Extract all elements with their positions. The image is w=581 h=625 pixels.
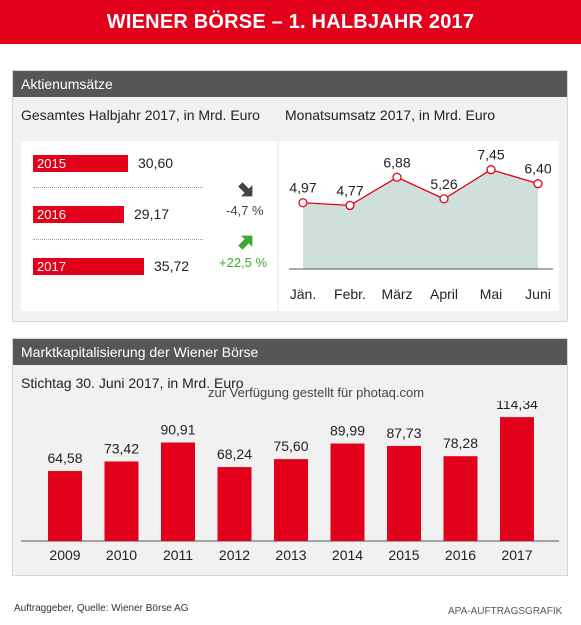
- arrow-down-right-icon: [238, 182, 253, 197]
- monthly-value-label: 4,97: [289, 180, 316, 196]
- turnover-value-2015: 30,60: [138, 155, 174, 171]
- monthly-tick-label: Juni: [525, 286, 551, 302]
- banner-title: WIENER BÖRSE – 1. HALBJAHR 2017: [0, 0, 581, 44]
- footer-source: Auftraggeber, Quelle: Wiener Börse AG: [14, 603, 189, 614]
- turnover-header: Aktienumsätze: [13, 71, 567, 97]
- market-cap-bar: [387, 445, 421, 541]
- monthly-tick-label: April: [430, 286, 458, 302]
- half-year-box: 2015 30,60 2016 29,17 2017 35,72 -4,7 % +22,5 %: [21, 141, 277, 311]
- market-cap-value-label: 114,34: [496, 401, 538, 412]
- monthly-point: [298, 198, 308, 208]
- monthly-area-chart: 4,97 Jän. 4,77 Febr. 6,88 März 5,26 April 7,45 Ma…: [289, 147, 553, 302]
- monthly-tick-label: Mai: [480, 286, 503, 302]
- turnover-bar-2015: 2015: [33, 155, 128, 172]
- watermark: zur Verfügung gestellt für photaq.com: [208, 385, 425, 400]
- market-cap-value-label: 73,42: [104, 440, 139, 456]
- market-cap-bar-chart: 64,58 2009 73,42 2010 90,91 2011 68,24 2012 75,6…: [21, 401, 559, 563]
- market-cap-value-label: 75,60: [273, 438, 308, 454]
- monthly-point: [486, 165, 496, 175]
- market-cap-tick-label: 2014: [332, 547, 363, 563]
- market-cap-value-label: 78,28: [443, 435, 478, 451]
- monthly-value-label: 7,45: [477, 147, 504, 163]
- market-cap-bar: [104, 461, 139, 541]
- market-cap-bar: [48, 471, 82, 541]
- monthly-point: [533, 179, 543, 189]
- market-cap-header: Marktkapitalisierung der Wiener Börse: [13, 339, 567, 365]
- turnover-value-2016: 29,17: [134, 206, 170, 222]
- market-cap-bar: [217, 467, 252, 541]
- market-cap-bar: [274, 459, 308, 541]
- market-cap-value-label: 68,24: [217, 446, 252, 462]
- turnover-bar-2017: 2017: [33, 258, 144, 275]
- monthly-value-label: 5,26: [430, 176, 457, 192]
- market-cap-tick-label: 2016: [445, 547, 476, 563]
- monthly-value-label: 6,88: [383, 154, 410, 170]
- arrow-up-right-icon: [238, 235, 253, 250]
- market-cap-tick-label: 2009: [49, 547, 80, 563]
- monthly-box: 4,97 Jän. 4,77 Febr. 6,88 März 5,26 April 7,45 Ma…: [279, 141, 559, 311]
- market-cap-panel: Marktkapitalisierung der Wiener Börse St…: [12, 338, 568, 576]
- turnover-panel: Aktienumsätze Gesamtes Halbjahr 2017, in…: [12, 70, 568, 322]
- monthly-point: [439, 194, 449, 204]
- footer-credit: APA-AUFTRAGSGRAFIK: [448, 606, 563, 617]
- market-cap-tick-label: 2017: [501, 547, 532, 563]
- turnover-separator: [33, 239, 203, 240]
- market-cap-value-label: 87,73: [386, 425, 421, 441]
- turnover-separator: [33, 187, 203, 188]
- market-cap-bar: [443, 456, 478, 541]
- market-cap-bar: [161, 442, 195, 541]
- monthly-area: [303, 169, 538, 269]
- market-cap-value-label: 89,99: [330, 423, 365, 439]
- turnover-change-label: +22,5 %: [219, 255, 268, 270]
- market-cap-subtitle: Stichtag 30. Juni 2017, in Mrd. Euro: [21, 375, 244, 391]
- market-cap-tick-label: 2015: [388, 547, 419, 563]
- monthly-tick-label: Jän.: [290, 286, 316, 302]
- monthly-tick-label: Febr.: [334, 286, 366, 302]
- monthly-tick-label: März: [381, 286, 412, 302]
- market-cap-tick-label: 2012: [219, 547, 250, 563]
- market-cap-tick-label: 2010: [106, 547, 137, 563]
- market-cap-tick-label: 2011: [163, 547, 193, 563]
- monthly-value-label: 4,77: [336, 182, 363, 198]
- monthly-value-label: 6,40: [524, 161, 551, 177]
- monthly-point: [345, 200, 355, 211]
- turnover-change-label: -4,7 %: [226, 203, 264, 218]
- market-cap-tick-label: 2013: [275, 547, 306, 563]
- monthly-point: [392, 172, 402, 182]
- monthly-line: [302, 168, 539, 207]
- market-cap-value-label: 64,58: [47, 450, 82, 466]
- turnover-bar-2016: 2016: [33, 206, 124, 223]
- market-cap-bar: [500, 417, 534, 541]
- market-cap-value-label: 90,91: [160, 422, 195, 438]
- turnover-left-subtitle: Gesamtes Halbjahr 2017, in Mrd. Euro: [21, 107, 260, 123]
- market-cap-bar: [330, 443, 365, 541]
- turnover-value-2017: 35,72: [154, 258, 190, 274]
- turnover-right-subtitle: Monatsumsatz 2017, in Mrd. Euro: [285, 107, 496, 123]
